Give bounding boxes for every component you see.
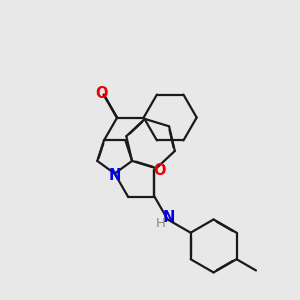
Text: N: N [109,167,121,182]
Text: H: H [155,218,165,230]
Text: O: O [154,163,166,178]
Text: N: N [163,211,175,226]
Text: O: O [95,85,108,100]
